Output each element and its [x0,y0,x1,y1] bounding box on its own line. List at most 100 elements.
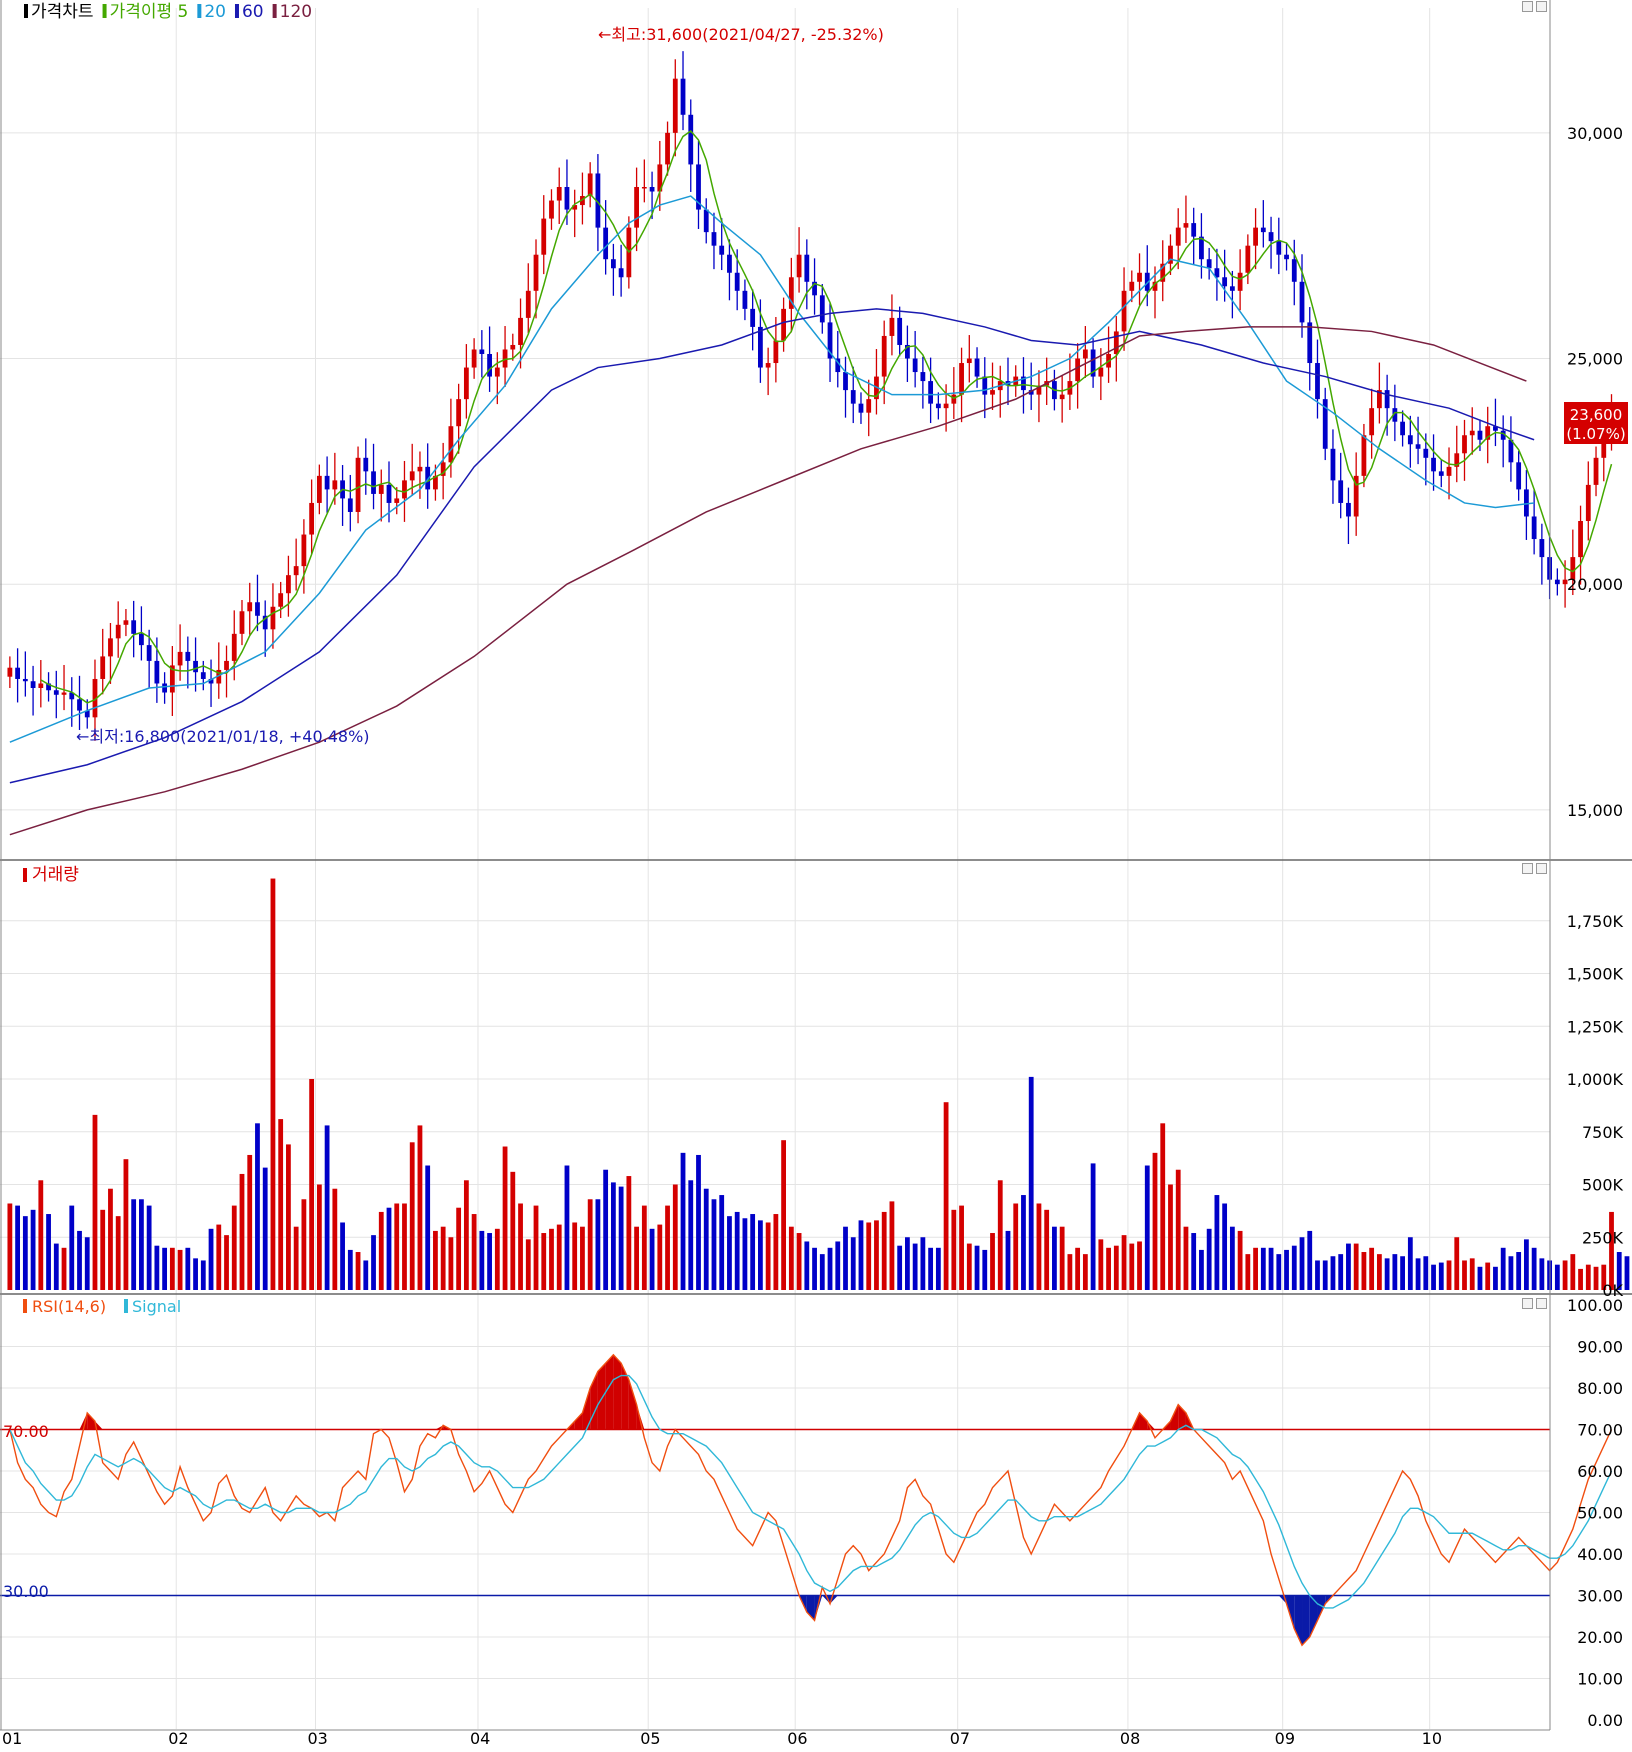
candle-body [154,660,160,684]
volume-bar [928,1247,934,1290]
volume-bar [309,1079,315,1290]
price-panel-close-button[interactable] [1536,1,1547,12]
price-panel-minimize-button[interactable] [1522,1,1533,12]
volume-bar [1260,1247,1266,1290]
volume-bar [626,1176,632,1290]
candle-body [680,78,686,115]
rsi-panel-minimize-button[interactable] [1522,1298,1533,1309]
candle-body [46,683,51,691]
volume-bar [1322,1260,1328,1290]
rsi-panel-close-button[interactable] [1536,1298,1547,1309]
volume-bar [750,1214,756,1290]
volume-bar [77,1230,82,1290]
volume-bar [61,1247,67,1290]
volume-bar [564,1165,570,1290]
volume-bar [1152,1152,1158,1290]
candle-body [525,290,531,318]
candle-body [959,363,964,395]
rsi-overbought-fill [574,1412,583,1430]
candle-body [1028,390,1034,395]
volume-y-tick-label: 1,750K [1567,912,1624,931]
candle-body [1144,272,1150,291]
volume-bar [239,1173,245,1290]
price-y-tick-label: 20,000 [1567,575,1623,594]
candle-body [440,462,446,476]
candle-body [850,390,856,404]
candle-body [1346,502,1351,517]
volume-bar [1438,1262,1444,1290]
candle-body [1199,236,1204,260]
volume-bar [1338,1254,1344,1290]
volume-bar [1353,1243,1359,1290]
volume-bar [270,878,276,1290]
ma120-line [9,326,1527,836]
rsi-y-tick-label: 60.00 [1577,1462,1623,1481]
volume-bar [1392,1254,1398,1290]
candle-body [7,667,13,677]
last-change: (1.07%) [1566,425,1625,443]
volume-bar [30,1209,36,1290]
candle-body [1330,448,1336,481]
candle-body [1090,349,1096,377]
candle-body [518,317,523,345]
candle-body [618,268,624,278]
volume-bar [1531,1247,1537,1290]
candle-body [371,471,376,494]
volume-bar [169,1247,175,1290]
volume-bar [757,1220,763,1290]
candle-body [1160,263,1166,282]
candle-body [711,232,717,246]
volume-bar [193,1258,198,1290]
candle-body [912,358,918,373]
rsi-oversold-fill [1309,1595,1318,1637]
candle-body [1516,462,1522,490]
candle-body [556,187,562,201]
volume-bar [556,1224,562,1290]
candle-body [1175,227,1181,246]
candle-body [982,376,988,395]
candle-body [773,340,779,364]
volume-bar [1036,1203,1042,1290]
candle-body [889,317,895,336]
candle-body [742,290,748,309]
volume-bar [1624,1256,1630,1290]
volume-bar [742,1218,748,1290]
volume-bar [943,1102,949,1290]
volume-panel-minimize-button[interactable] [1522,863,1533,874]
volume-bar [1284,1249,1289,1290]
volume-bar [456,1207,462,1290]
volume-y-tick-label: 0K [1602,1281,1623,1300]
volume-bar [1508,1256,1514,1290]
volume-bar [425,1165,431,1290]
ma5-line [40,130,1613,704]
volume-bar [53,1243,59,1290]
volume-bar [84,1237,90,1290]
volume-bar [765,1222,771,1290]
volume-panel-close-button[interactable] [1536,863,1547,874]
rsi-overbought-fill [605,1354,614,1430]
candle-body [734,272,740,291]
volume-bar [587,1199,593,1290]
volume-bar [38,1180,44,1290]
candle-body [974,358,980,377]
volume-bar [866,1222,872,1290]
volume-bar [1415,1258,1421,1290]
volume-bar [1291,1245,1297,1290]
volume-bar [1222,1203,1228,1290]
candle-body [324,475,330,490]
candle-body [471,349,477,368]
x-tick-label: 08 [1120,1729,1140,1748]
volume-bar [711,1199,717,1290]
volume-bar [1175,1169,1181,1290]
volume-bar [115,1216,121,1290]
rsi-y-tick-label: 10.00 [1577,1670,1623,1689]
volume-bar [1168,1184,1173,1290]
legend-mark [234,4,239,18]
volume-bar [1044,1209,1050,1290]
candle-body [286,575,291,594]
volume-bar [1199,1249,1204,1290]
legend-item: 가격이평 5 [110,2,189,22]
volume-bar [641,1205,647,1290]
x-tick-label: 09 [1275,1729,1295,1748]
